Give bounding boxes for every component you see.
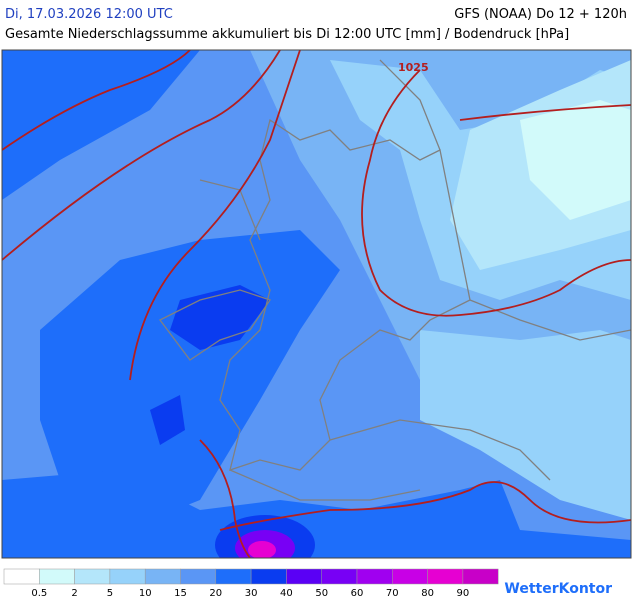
isobar-label: 1025 xyxy=(398,61,429,74)
legend-swatch xyxy=(321,568,358,585)
legend-swatch xyxy=(427,568,464,585)
legend-label: 15 xyxy=(174,588,187,599)
legend-swatch xyxy=(39,568,75,585)
legend-label: 90 xyxy=(457,588,470,599)
legend-label: 0.5 xyxy=(31,588,47,599)
map-area: 1025 xyxy=(2,50,631,558)
legend-swatch xyxy=(3,568,40,585)
legend-swatch xyxy=(392,568,428,585)
legend-swatch xyxy=(215,568,252,585)
model-run: GFS (NOAA) Do 12 + 120h xyxy=(454,7,627,22)
legend-label: 50 xyxy=(315,588,328,599)
legend: 0.5 2 5 10 15 20 30 40 50 60 70 80 90 xyxy=(3,568,499,599)
legend-swatch xyxy=(462,568,499,585)
subtitle: Gesamte Niederschlagssumme akkumuliert b… xyxy=(5,27,569,42)
legend-swatch xyxy=(144,568,181,585)
legend-swatch xyxy=(250,568,287,585)
legend-label: 60 xyxy=(351,588,364,599)
legend-label: 20 xyxy=(209,588,222,599)
legend-swatch xyxy=(109,568,146,585)
legend-swatch xyxy=(286,568,322,585)
legend-label: 5 xyxy=(107,588,113,599)
legend-label: 10 xyxy=(139,588,152,599)
logo: WetterKontor xyxy=(504,581,612,597)
legend-label: 40 xyxy=(280,588,293,599)
legend-label: 2 xyxy=(71,588,77,599)
legend-swatch xyxy=(356,568,393,585)
legend-swatch xyxy=(180,568,217,585)
legend-label: 80 xyxy=(421,588,434,599)
legend-label: 30 xyxy=(245,588,258,599)
legend-swatch xyxy=(74,568,111,585)
legend-label: 70 xyxy=(386,588,399,599)
valid-time: Di, 17.03.2026 12:00 UTC xyxy=(5,7,173,22)
